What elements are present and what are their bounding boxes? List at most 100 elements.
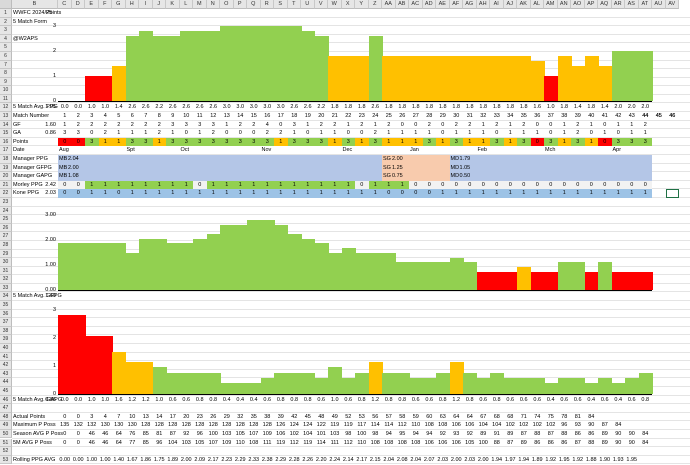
row-header[interactable]: 33 (0, 283, 12, 293)
row-header[interactable]: 51 (0, 438, 12, 448)
column-header[interactable]: F (98, 0, 112, 9)
row-header[interactable]: 7 (0, 60, 12, 70)
row-header[interactable]: 48 (0, 412, 12, 422)
column-header[interactable]: N (206, 0, 220, 9)
row-header[interactable]: 37 (0, 318, 12, 327)
row-header[interactable]: 30 (0, 258, 12, 267)
column-header[interactable]: AL (530, 0, 544, 9)
column-header[interactable]: H (125, 0, 139, 9)
column-header[interactable]: X (341, 0, 355, 9)
row-header[interactable]: 6 (0, 51, 12, 61)
row-header[interactable]: 8 (0, 69, 12, 78)
column-header[interactable]: AR (611, 0, 625, 9)
column-header[interactable]: AB (395, 0, 409, 9)
column-header[interactable]: L (179, 0, 193, 9)
column-header[interactable]: R (260, 0, 274, 9)
row-header[interactable]: 29 (0, 249, 12, 259)
column-header[interactable]: AT (638, 0, 652, 9)
row-header[interactable]: 25 (0, 215, 12, 224)
row-header[interactable]: 41 (0, 352, 12, 362)
column-header[interactable]: Q (247, 0, 261, 9)
row-header[interactable]: 39 (0, 335, 12, 344)
row-header[interactable]: 16 (0, 137, 12, 147)
column-header[interactable]: W (328, 0, 342, 9)
row-header[interactable]: 13 (0, 112, 12, 121)
row-header[interactable]: 3 (0, 26, 12, 35)
row-header[interactable]: 46 (0, 395, 12, 405)
column-header[interactable]: AJ (503, 0, 517, 9)
row-header[interactable]: 17 (0, 146, 12, 156)
row-header[interactable]: 47 (0, 404, 12, 413)
column-header[interactable]: AF (449, 0, 463, 9)
row-header[interactable]: 38 (0, 326, 12, 336)
row-header[interactable]: 42 (0, 361, 12, 370)
column-header[interactable]: AA (382, 0, 396, 9)
column-header[interactable]: B (12, 0, 58, 9)
select-all-corner[interactable] (0, 0, 12, 9)
row-header[interactable]: 23 (0, 197, 12, 207)
row-header[interactable]: 28 (0, 240, 12, 250)
column-header[interactable]: AE (436, 0, 450, 9)
column-header[interactable]: AD (422, 0, 436, 9)
column-header[interactable]: P (233, 0, 247, 9)
row-header[interactable]: 15 (0, 129, 12, 138)
column-header[interactable]: O (220, 0, 234, 9)
column-header[interactable]: AM (544, 0, 558, 9)
row-header[interactable]: 14 (0, 120, 12, 130)
column-header[interactable]: D (71, 0, 85, 9)
column-header[interactable]: AC (409, 0, 423, 9)
column-header[interactable]: AH (476, 0, 490, 9)
row-header[interactable]: 22 (0, 189, 12, 198)
column-header[interactable]: Y (355, 0, 369, 9)
column-header[interactable]: E (85, 0, 99, 9)
column-header[interactable]: M (193, 0, 207, 9)
row-header[interactable]: 45 (0, 386, 12, 396)
row-header[interactable]: 26 (0, 223, 12, 233)
row-header[interactable]: 24 (0, 206, 12, 216)
column-header[interactable]: T (287, 0, 301, 9)
column-header[interactable]: AP (584, 0, 598, 9)
column-header[interactable]: AN (557, 0, 571, 9)
row-header[interactable]: 36 (0, 309, 12, 319)
active-cell[interactable] (665, 189, 679, 198)
row-header[interactable]: 43 (0, 369, 12, 379)
column-header[interactable]: AS (625, 0, 639, 9)
column-header[interactable]: AV (665, 0, 679, 9)
row-header[interactable]: 40 (0, 344, 12, 353)
row-header[interactable]: 53 (0, 455, 12, 465)
column-header[interactable]: S (274, 0, 288, 9)
row-header[interactable]: 2 (0, 17, 12, 27)
row-header[interactable]: 5 (0, 43, 12, 52)
row-header[interactable]: 27 (0, 232, 12, 241)
row-header[interactable]: 11 (0, 94, 12, 104)
column-header[interactable]: AO (571, 0, 585, 9)
row-header[interactable]: 1 (0, 9, 12, 18)
column-header[interactable]: I (139, 0, 153, 9)
row-header[interactable]: 50 (0, 429, 12, 439)
column-header[interactable]: C (58, 0, 72, 9)
row-header[interactable]: 4 (0, 34, 12, 44)
column-header[interactable]: AU (652, 0, 666, 9)
column-header[interactable]: AQ (598, 0, 612, 9)
row-header[interactable]: 10 (0, 86, 12, 95)
row-header[interactable]: 12 (0, 103, 12, 113)
column-header[interactable]: U (301, 0, 315, 9)
row-header[interactable]: 31 (0, 266, 12, 276)
row-header[interactable]: 19 (0, 163, 12, 173)
row-header[interactable]: 9 (0, 77, 12, 87)
row-header[interactable]: 35 (0, 301, 12, 310)
row-header[interactable]: 20 (0, 172, 12, 181)
row-header[interactable]: 52 (0, 447, 12, 456)
column-header[interactable]: AI (490, 0, 504, 9)
row-header[interactable]: 32 (0, 275, 12, 284)
row-header[interactable]: 18 (0, 155, 12, 164)
column-header[interactable]: V (314, 0, 328, 9)
column-header[interactable]: Z (368, 0, 382, 9)
row-header[interactable]: 44 (0, 378, 12, 387)
column-header[interactable]: AG (463, 0, 477, 9)
column-header[interactable]: AK (517, 0, 531, 9)
column-header[interactable]: G (112, 0, 126, 9)
row-header[interactable]: 21 (0, 180, 12, 190)
column-header[interactable]: J (152, 0, 166, 9)
